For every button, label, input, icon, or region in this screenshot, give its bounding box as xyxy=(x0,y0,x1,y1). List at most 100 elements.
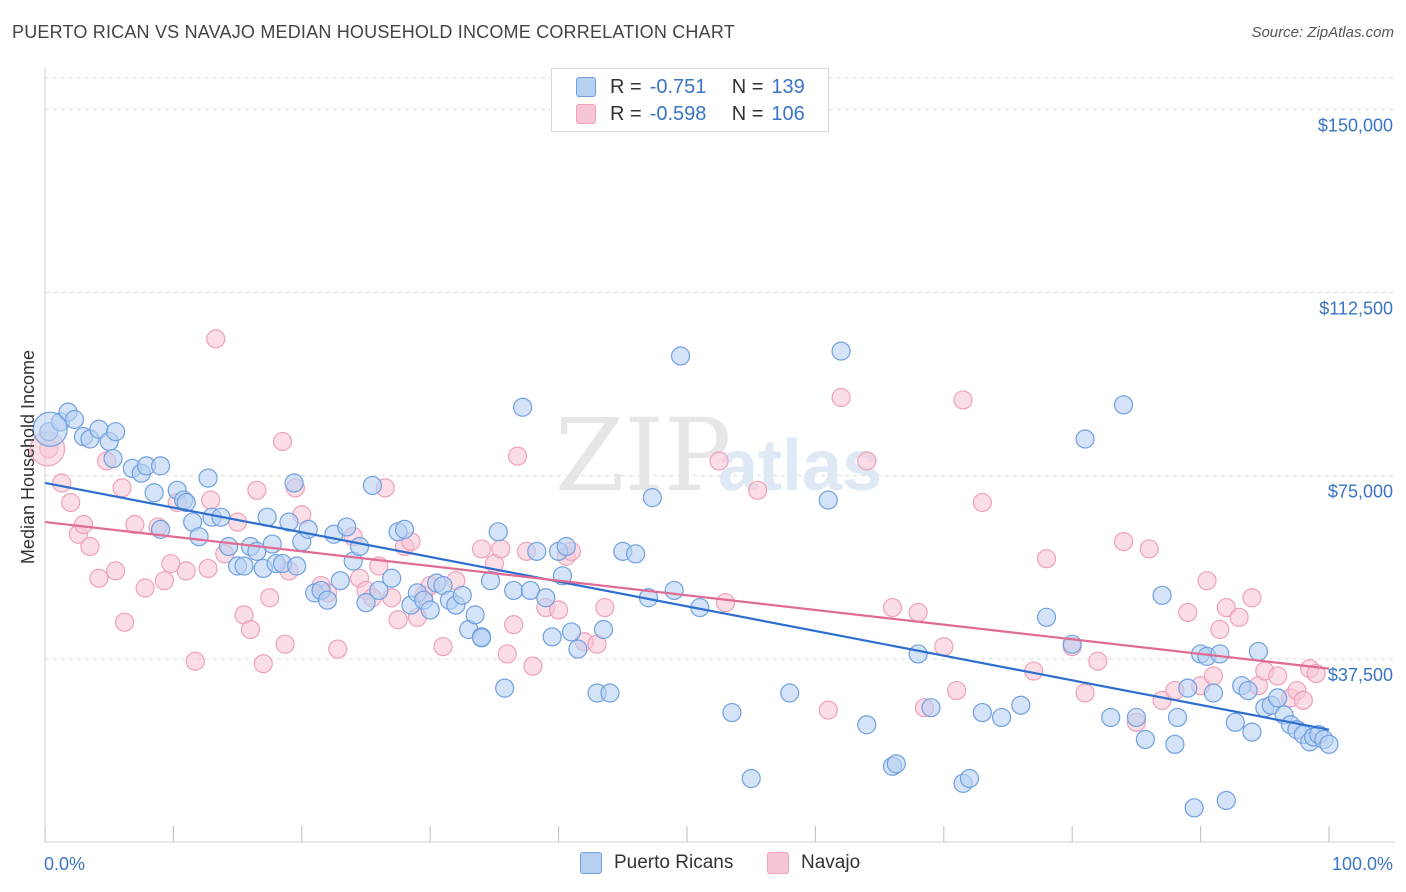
data-point-navajo xyxy=(198,558,218,579)
data-point-navajo xyxy=(1242,588,1262,608)
legend-swatch-navajo xyxy=(767,852,789,874)
data-point-navajo xyxy=(1088,651,1108,671)
data-point-navajo xyxy=(135,578,155,598)
data-point-puerto-ricans xyxy=(362,475,383,496)
data-point-navajo xyxy=(106,561,126,581)
data-point-navajo xyxy=(471,539,492,559)
data-point-puerto-ricans xyxy=(64,409,85,430)
data-point-puerto-ricans xyxy=(568,639,588,659)
legend-row-navajo: R = -0.598 N = 106 xyxy=(576,102,805,126)
legend-r-value: -0.751 xyxy=(649,75,707,98)
data-point-puerto-ricans xyxy=(349,536,370,557)
data-point-navajo xyxy=(934,637,954,657)
data-point-navajo xyxy=(206,329,226,349)
data-point-navajo xyxy=(1139,539,1159,559)
data-point-navajo xyxy=(201,490,221,510)
data-point-puerto-ricans xyxy=(520,580,540,601)
data-point-navajo xyxy=(433,637,453,657)
data-point-puerto-ricans xyxy=(189,527,209,547)
y-axis-label: Median Household Income xyxy=(18,350,38,564)
data-point-navajo xyxy=(125,514,145,535)
data-point-puerto-ricans xyxy=(1238,680,1258,701)
data-point-puerto-ricans xyxy=(741,768,761,789)
data-point-puerto-ricans xyxy=(1203,683,1224,703)
data-point-puerto-ricans xyxy=(818,490,838,510)
data-point-puerto-ricans xyxy=(1126,707,1147,728)
data-point-puerto-ricans xyxy=(330,571,350,591)
y-tick-label: $75,000 xyxy=(1328,482,1393,502)
y-tick-label: $112,500 xyxy=(1319,298,1393,318)
data-point-puerto-ricans xyxy=(670,346,691,366)
data-point-navajo xyxy=(1216,597,1236,618)
data-point-navajo xyxy=(1306,663,1326,684)
legend-swatch-puerto-ricans xyxy=(580,852,602,874)
y-tick-label: $150,000 xyxy=(1318,115,1393,135)
data-point-navajo xyxy=(1197,571,1217,591)
legend-n-label: N = xyxy=(731,75,764,98)
watermark-zip: ZIP xyxy=(555,397,731,514)
data-point-navajo xyxy=(1210,619,1230,640)
data-point-puerto-ricans xyxy=(262,534,282,554)
tick-labels: $37,500 $75,000 $112,500 $150,000 0.0% 100.0% xyxy=(44,115,1393,874)
trend-line-puerto-ricans xyxy=(44,481,1330,731)
data-point-puerto-ricans xyxy=(1036,607,1057,627)
data-point-puerto-ricans xyxy=(527,541,547,561)
data-point-navajo xyxy=(154,571,175,591)
data-point-puerto-ricans xyxy=(991,707,1012,728)
data-point-navajo xyxy=(595,597,615,618)
data-point-navajo xyxy=(89,568,109,588)
data-point-navajo xyxy=(715,593,736,613)
data-point-puerto-ricans xyxy=(287,556,307,576)
data-point-navajo xyxy=(1113,531,1134,552)
data-point-puerto-ricans xyxy=(106,422,126,442)
data-point-puerto-ricans xyxy=(908,644,928,664)
data-point-puerto-ricans xyxy=(664,580,684,601)
data-point-puerto-ricans xyxy=(1178,678,1198,698)
x-tick-label: 0.0% xyxy=(44,854,85,874)
data-point-navajo xyxy=(818,700,838,720)
data-point-puerto-ricans xyxy=(176,492,196,513)
data-point-puerto-ricans xyxy=(150,456,171,476)
trend-lines xyxy=(44,481,1330,731)
data-point-puerto-ricans xyxy=(642,488,662,508)
data-point-puerto-ricans xyxy=(279,512,299,532)
legend-swatch-puerto-ricans xyxy=(576,77,596,97)
series-navajo-points xyxy=(29,329,1326,732)
data-point-puerto-ricans xyxy=(1242,722,1262,742)
data-point-navajo xyxy=(1036,549,1057,569)
data-point-puerto-ricans xyxy=(356,593,376,613)
data-point-navajo xyxy=(275,634,295,654)
legend-r-value: -0.598 xyxy=(649,102,707,125)
data-point-navajo xyxy=(1268,666,1288,686)
data-point-navajo xyxy=(882,597,903,618)
data-point-navajo xyxy=(709,451,729,471)
legend-row-puerto-ricans: R = -0.751 N = 139 xyxy=(576,75,805,99)
data-point-puerto-ricans xyxy=(198,468,218,488)
data-point-puerto-ricans xyxy=(722,702,742,723)
data-point-navajo xyxy=(73,514,94,535)
data-point-navajo xyxy=(272,431,293,452)
data-point-puerto-ricans xyxy=(780,683,800,703)
data-point-puerto-ricans xyxy=(1216,790,1236,811)
data-point-puerto-ricans xyxy=(103,448,123,469)
chart-title: PUERTO RICAN VS NAVAJO MEDIAN HOUSEHOLD … xyxy=(12,22,735,42)
legend-n-value: 106 xyxy=(771,102,805,125)
data-point-puerto-ricans xyxy=(234,556,254,576)
data-point-navajo xyxy=(185,651,205,671)
data-point-puerto-ricans xyxy=(626,544,646,564)
data-point-puerto-ricans xyxy=(1101,707,1121,728)
data-point-puerto-ricans xyxy=(465,605,485,625)
legend-swatch-navajo xyxy=(576,104,596,124)
data-point-puerto-ricans xyxy=(1167,707,1188,728)
data-point-puerto-ricans xyxy=(219,536,239,557)
data-point-puerto-ricans xyxy=(420,600,440,620)
data-point-puerto-ricans xyxy=(317,590,338,610)
data-point-puerto-ricans xyxy=(593,619,614,640)
legend-n-label: N = xyxy=(731,102,764,125)
watermark-atlas: atlas xyxy=(718,426,882,506)
data-point-puerto-ricans xyxy=(452,585,472,605)
data-point-navajo xyxy=(52,473,72,493)
data-point-puerto-ricans xyxy=(542,627,562,647)
data-point-navajo xyxy=(112,478,132,498)
